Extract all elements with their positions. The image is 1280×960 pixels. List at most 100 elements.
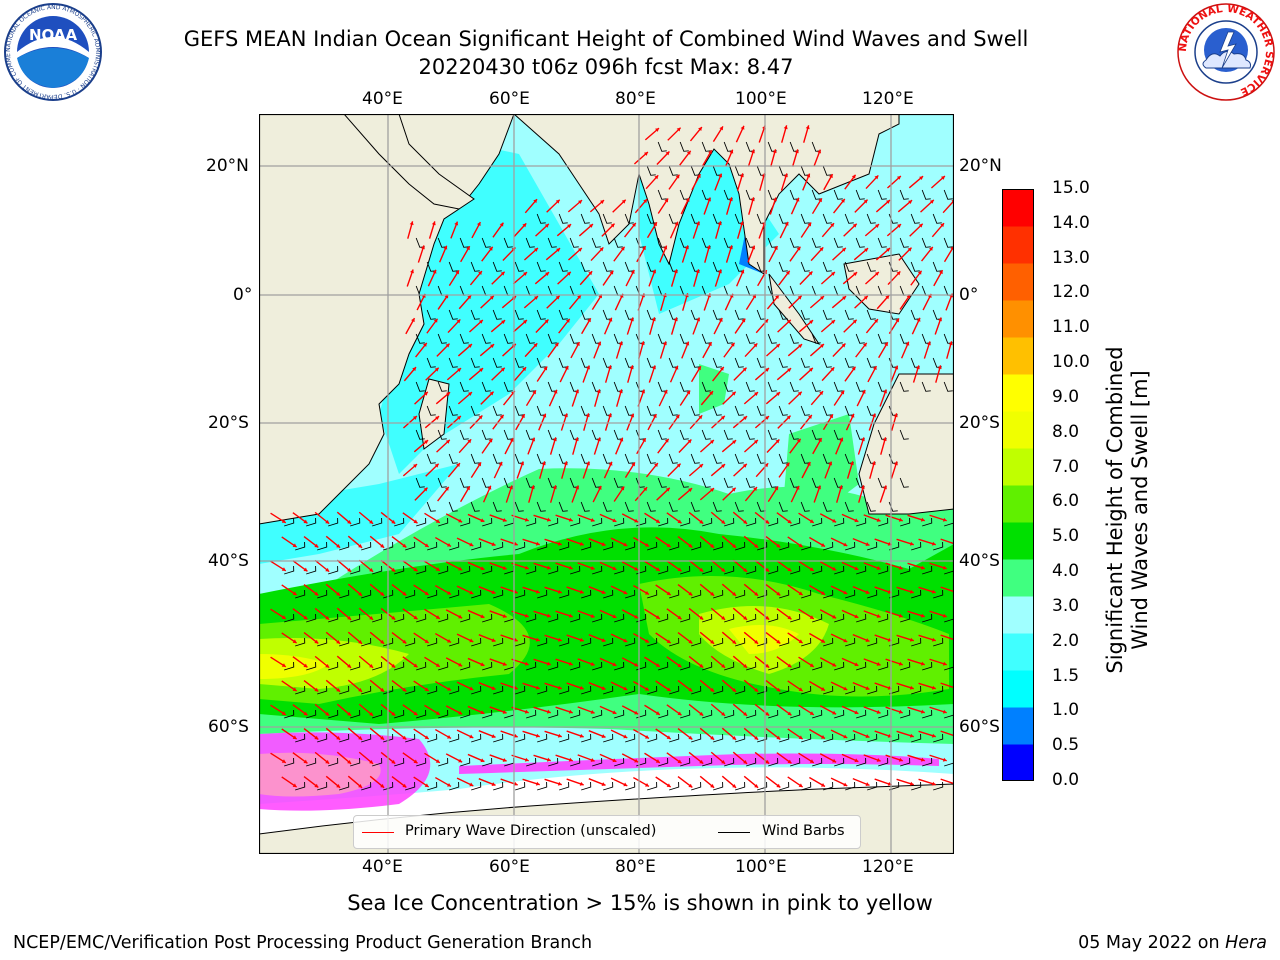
wind-barb bbox=[416, 662, 427, 671]
colorbar-tick-label: 10.0 bbox=[1052, 352, 1090, 373]
wave-direction-arrowhead bbox=[557, 589, 562, 594]
wind-barb bbox=[867, 638, 878, 647]
wave-direction-arrowhead bbox=[455, 270, 459, 275]
wave-direction-arrowhead bbox=[688, 488, 693, 492]
lon-tick-bottom: 40°E bbox=[362, 857, 403, 877]
wind-barb bbox=[559, 782, 570, 791]
wind-barb bbox=[845, 734, 856, 743]
colorbar-tick-label: 13.0 bbox=[1052, 247, 1090, 268]
wave-direction-arrowhead bbox=[620, 246, 625, 251]
wave-direction-arrowhead bbox=[798, 591, 803, 596]
wind-barb bbox=[328, 758, 339, 767]
wind-barb bbox=[691, 686, 702, 695]
wind-barb bbox=[745, 477, 755, 488]
wave-direction-arrowhead bbox=[872, 366, 877, 371]
wave-direction-arrowhead bbox=[865, 638, 870, 643]
wave-direction-arrowhead bbox=[841, 247, 846, 252]
wave-direction-arrowhead bbox=[574, 437, 579, 442]
wind-barb bbox=[702, 518, 713, 527]
wind-barb bbox=[460, 566, 471, 575]
wave-direction-arrowhead bbox=[391, 711, 396, 716]
wind-barb bbox=[624, 261, 634, 272]
wave-direction-arrowhead bbox=[732, 592, 737, 596]
wind-barb bbox=[438, 566, 449, 575]
wind-barb bbox=[812, 614, 823, 623]
wave-direction-arrowhead bbox=[281, 663, 286, 667]
wave-direction-arrowhead bbox=[590, 661, 595, 666]
wave-direction-arrowhead bbox=[643, 487, 648, 492]
colorbar-tick-label: 5.0 bbox=[1052, 526, 1080, 547]
wind-barb bbox=[503, 429, 513, 440]
map-frame bbox=[259, 114, 954, 854]
wind-barb bbox=[481, 333, 491, 344]
wave-direction-arrowhead bbox=[607, 413, 612, 418]
wind-barb bbox=[525, 333, 535, 344]
wave-direction-arrowhead bbox=[784, 221, 789, 226]
wave-zone-3-4m bbox=[699, 364, 729, 414]
wave-direction-arrowhead bbox=[860, 485, 865, 490]
wind-barb bbox=[603, 734, 614, 743]
wind-barb bbox=[680, 710, 691, 719]
wave-direction-arrowhead bbox=[718, 317, 723, 322]
wave-direction-arrowhead bbox=[798, 687, 803, 692]
wave-direction-arrowhead bbox=[456, 319, 461, 324]
wave-direction-arrow bbox=[940, 778, 954, 785]
wind-barb bbox=[437, 429, 447, 440]
wave-direction-arrowhead bbox=[336, 591, 341, 596]
wind-barb bbox=[470, 453, 480, 464]
wind-barb bbox=[437, 381, 447, 392]
wind-barb bbox=[723, 429, 733, 440]
sea-ice-note: Sea Ice Concentration > 15% is shown in … bbox=[347, 891, 933, 915]
wave-direction-arrowhead bbox=[563, 413, 568, 418]
wave-direction-arrowhead bbox=[476, 222, 481, 227]
wave-direction-arrowhead bbox=[499, 222, 504, 227]
wind-barb bbox=[867, 590, 878, 599]
wind-barb bbox=[679, 141, 689, 152]
wave-direction-arrowhead bbox=[818, 438, 822, 443]
wind-barb bbox=[800, 501, 810, 512]
wind-barb bbox=[426, 453, 436, 464]
wind-barb bbox=[734, 453, 744, 464]
wave-direction-arrowhead bbox=[575, 485, 580, 490]
wave-direction-arrowhead bbox=[853, 272, 858, 276]
wave-direction-arrowhead bbox=[568, 613, 573, 618]
wave-direction-arrowhead bbox=[601, 734, 606, 738]
wave-direction-arrowhead bbox=[574, 389, 579, 394]
wave-direction-arrowhead bbox=[314, 639, 319, 644]
wind-barb bbox=[822, 405, 832, 416]
wave-direction-arrowhead bbox=[579, 781, 584, 786]
wave-direction-arrowhead bbox=[469, 734, 474, 739]
wind-barb bbox=[789, 333, 799, 344]
land-borneo bbox=[843, 253, 920, 315]
wave-direction-arrowhead bbox=[535, 541, 540, 546]
wave-direction-arrowhead bbox=[479, 368, 484, 372]
wave-direction-arrowhead bbox=[786, 319, 791, 324]
wave-direction-arrowhead bbox=[612, 662, 617, 667]
wave-direction-arrowhead bbox=[490, 344, 495, 348]
wave-direction-arrowhead bbox=[666, 543, 671, 547]
wind-barb bbox=[448, 501, 458, 512]
lat-tick-right: 20°N bbox=[959, 156, 1002, 176]
wave-direction-arrowhead bbox=[380, 639, 385, 644]
wind-barb bbox=[878, 566, 889, 575]
wave-direction-arrowhead bbox=[731, 391, 736, 396]
wave-direction-arrowhead bbox=[447, 638, 452, 643]
wind-barb bbox=[416, 758, 427, 767]
wind-barb bbox=[647, 734, 658, 743]
wave-direction-arrowhead bbox=[557, 781, 562, 786]
wind-barb bbox=[514, 309, 524, 320]
wave-direction-arrowhead bbox=[281, 519, 286, 523]
wind-barb bbox=[800, 213, 810, 224]
wave-direction-arrowhead bbox=[391, 567, 396, 572]
wave-direction-arrowhead bbox=[303, 567, 308, 572]
wave-direction-arrowhead bbox=[664, 198, 669, 203]
wave-direction-arrowhead bbox=[686, 390, 691, 395]
wave-direction-arrowhead bbox=[753, 487, 757, 492]
wave-direction-arrowhead bbox=[809, 567, 814, 571]
wave-direction-arrowhead bbox=[706, 245, 711, 250]
wind-barb bbox=[416, 614, 427, 623]
wind-barb bbox=[503, 381, 513, 392]
wave-direction-arrowhead bbox=[865, 542, 870, 547]
wind-barb bbox=[778, 501, 788, 512]
wave-direction-arrowhead bbox=[612, 758, 617, 763]
